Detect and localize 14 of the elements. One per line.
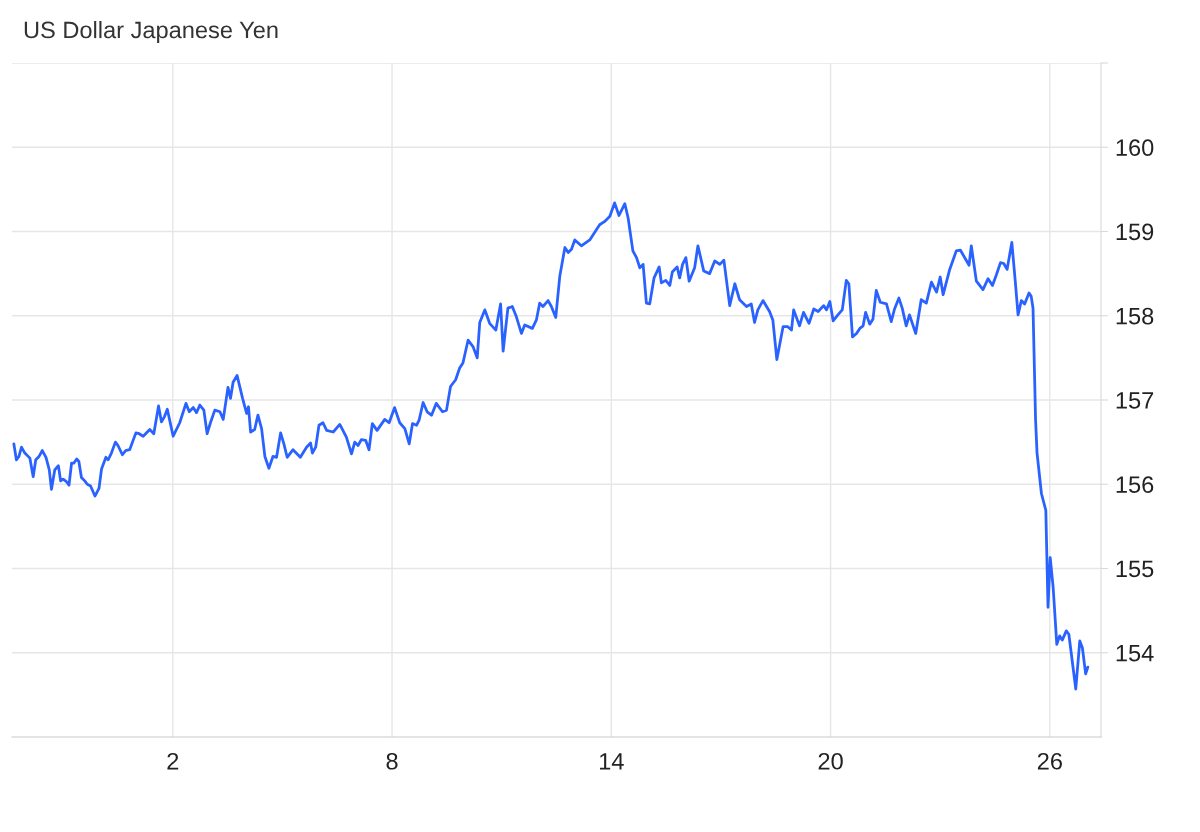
y-tick-label: 155 (1116, 560, 1154, 578)
line-series (12, 201, 1090, 691)
x-tick-label: 20 (818, 752, 843, 770)
y-tick-label: 159 (1116, 223, 1154, 241)
x-tick-label: 26 (1037, 752, 1062, 770)
y-tick-label: 157 (1116, 392, 1154, 409)
x-tick-label: 8 (386, 752, 398, 770)
y-tick-label: 156 (1116, 476, 1154, 494)
y-tick-label: 158 (1116, 307, 1154, 325)
chart-title: US Dollar Japanese Yen (24, 21, 278, 44)
y-tick-label: 160 (1116, 139, 1154, 157)
x-tick-label: 14 (599, 753, 624, 770)
y-tick-label: 154 (1116, 645, 1154, 662)
x-tick-label: 2 (167, 752, 179, 770)
